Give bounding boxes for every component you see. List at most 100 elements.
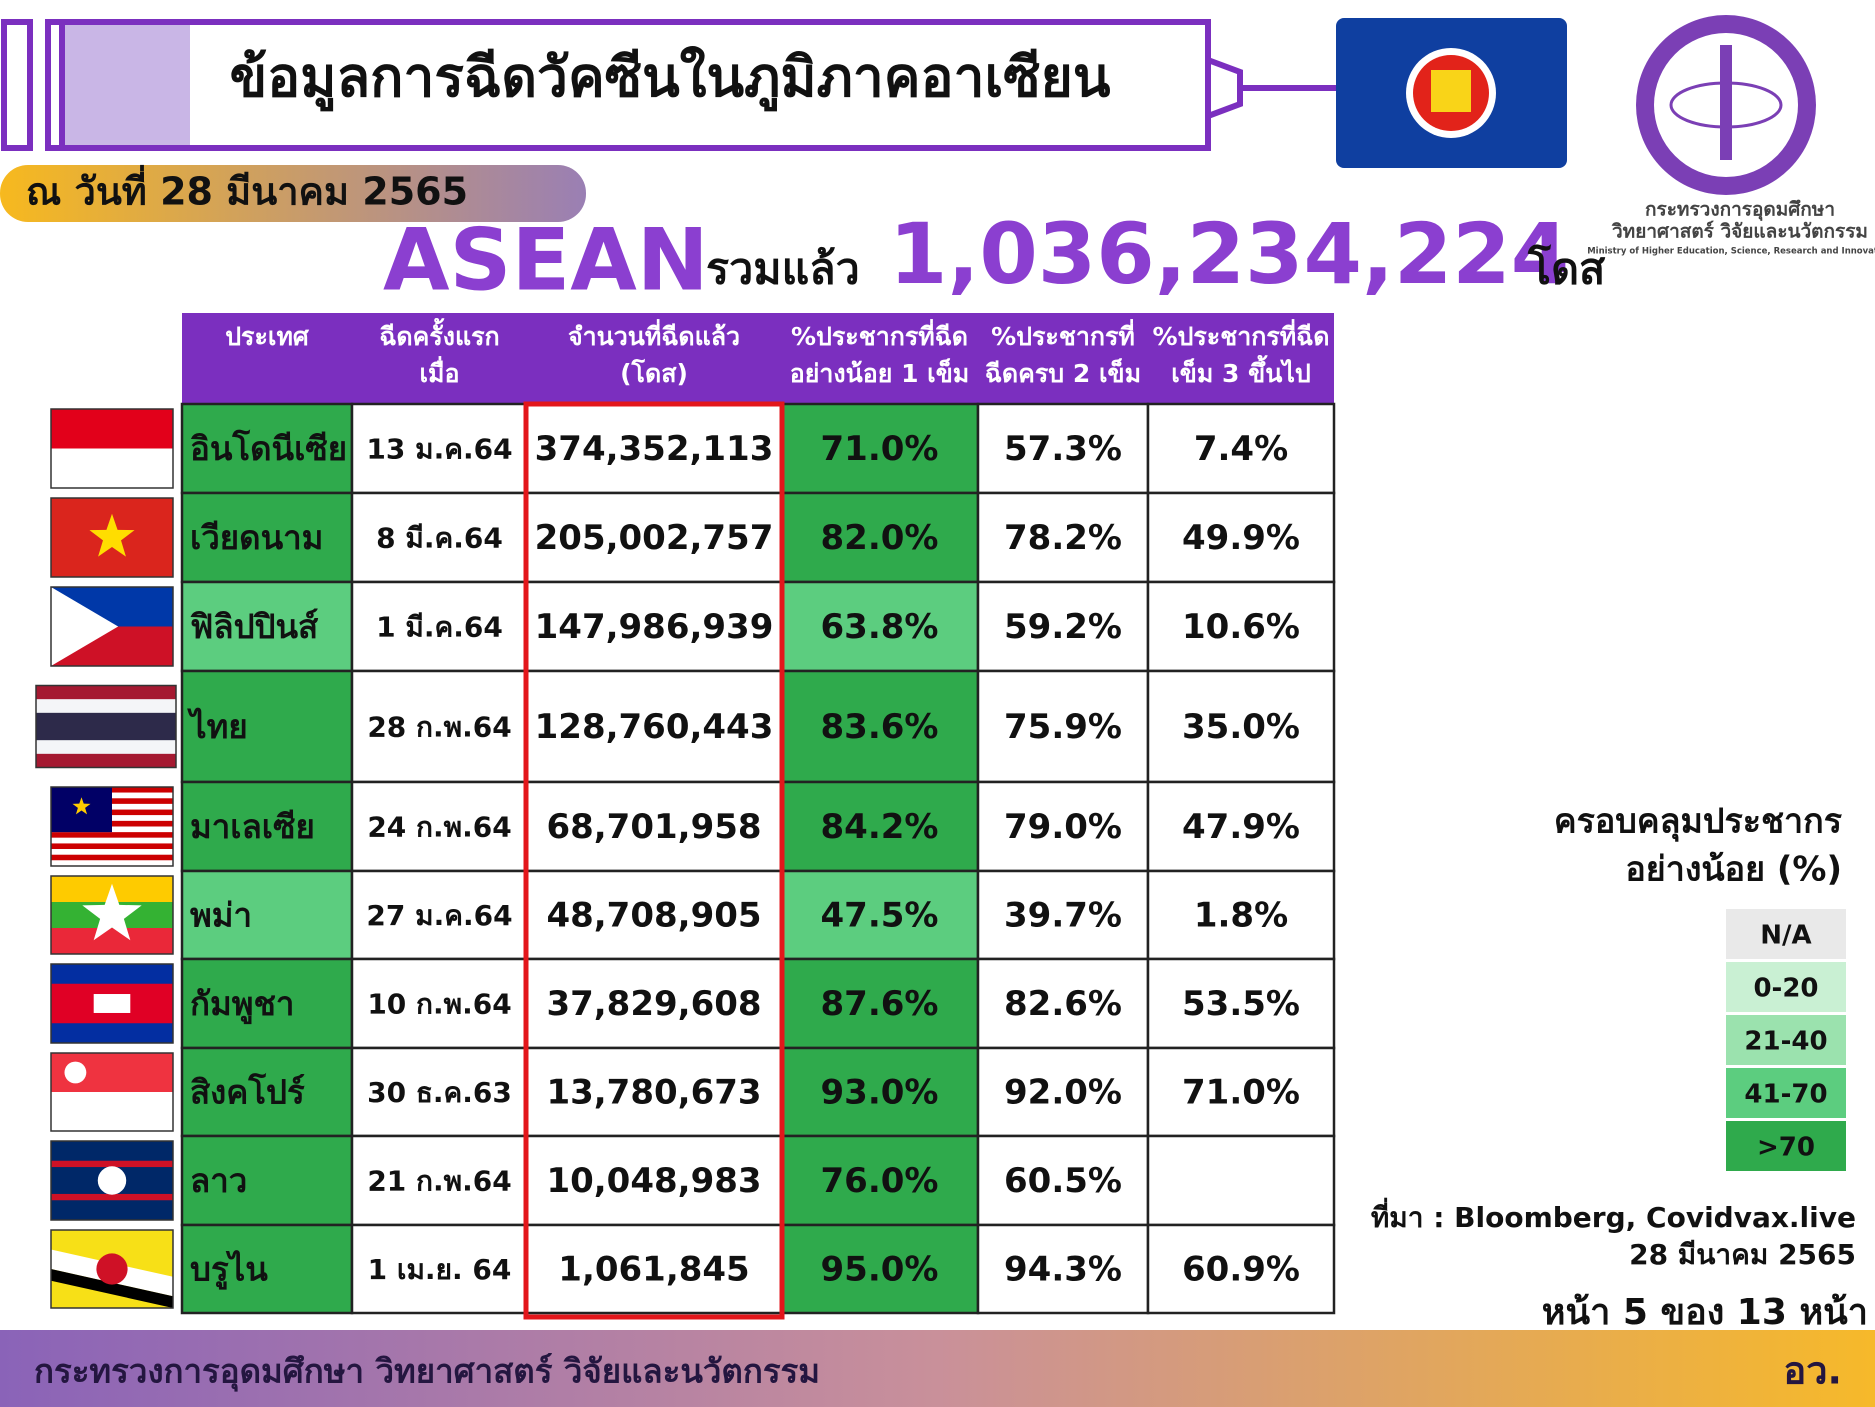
cell-value: 63.8%	[821, 607, 939, 647]
legend-title: อย่างน้อย (%)	[1625, 850, 1842, 890]
country: ไทย	[187, 707, 248, 746]
flag-border	[50, 786, 174, 867]
footer-logo: อว.	[1783, 1349, 1842, 1393]
cell-value: 83.6%	[821, 707, 939, 747]
flag-part	[89, 513, 135, 557]
cell-value: 79.0%	[1004, 807, 1122, 847]
cell-value: 60.9%	[1182, 1250, 1300, 1290]
cell-value: 24 ก.พ.64	[367, 811, 511, 844]
country: อินโดนีเซีย	[190, 429, 347, 468]
cell	[525, 1046, 783, 1138]
cell	[350, 580, 529, 673]
column-header: (โดส)	[620, 358, 688, 388]
flag-part	[51, 843, 173, 850]
flag-part	[51, 832, 173, 838]
country: ลาว	[190, 1161, 247, 1200]
legend-swatch	[1726, 1068, 1846, 1118]
country: พม่า	[190, 896, 252, 935]
flag-part	[51, 860, 173, 866]
cell-value: 92.0%	[1004, 1073, 1122, 1113]
cell-value: 76.0%	[821, 1161, 939, 1201]
cell	[350, 1223, 529, 1315]
cell	[976, 869, 1150, 961]
legend-swatch	[1726, 962, 1846, 1012]
flag-border	[50, 1052, 174, 1132]
flag-part	[64, 1061, 87, 1084]
ministry-name-en: Ministry of Higher Education, Science, R…	[1587, 247, 1875, 257]
flag-part	[82, 883, 142, 941]
legend-label: >70	[1757, 1133, 1815, 1163]
region: ASEAN	[383, 210, 709, 310]
cell-value: 21 ก.พ.64	[367, 1165, 511, 1198]
column-header: %ประชากรที่ฉีด	[1152, 319, 1329, 351]
ministry-name: กระทรวงการอุดมศึกษา	[1645, 199, 1835, 222]
legend-swatch	[1726, 909, 1846, 959]
cell-value: 1.8%	[1194, 896, 1288, 936]
cell	[1146, 1134, 1336, 1227]
cell	[1146, 957, 1336, 1050]
country: ฟิลิปปินส์	[190, 607, 319, 646]
column-header: ประเทศ	[225, 322, 310, 351]
flag-border	[50, 963, 174, 1044]
cell	[976, 669, 1150, 784]
cell-value: 205,002,757	[535, 518, 774, 558]
cell	[779, 869, 980, 961]
flag-border	[35, 684, 177, 769]
cell-value: 60.5%	[1004, 1161, 1122, 1201]
cell-value: 93.0%	[821, 1073, 939, 1113]
flags	[35, 408, 177, 1309]
country: เวียดนาม	[190, 518, 323, 557]
footer-bar	[0, 1330, 1875, 1407]
cell-value: 53.5%	[1182, 984, 1300, 1024]
cell-value: 37,829,608	[546, 984, 761, 1024]
cell	[525, 669, 783, 784]
column-header: ฉีดครั้งแรก	[379, 317, 499, 351]
cell-value: 30 ธ.ค.63	[367, 1076, 512, 1109]
cell	[350, 957, 529, 1050]
cell	[525, 1223, 783, 1315]
column-header: เข็ม 3 ขึ้นไป	[1171, 354, 1311, 388]
highlight-box	[523, 401, 785, 1320]
total-doses: 1,036,234,224	[889, 205, 1569, 303]
flag-part	[51, 1092, 173, 1131]
cell	[350, 869, 529, 961]
cell-value: 71.0%	[821, 429, 939, 469]
country: บรูไน	[190, 1250, 268, 1291]
cell-value: 71.0%	[1182, 1073, 1300, 1113]
cell	[180, 1046, 354, 1138]
country: กัมพูชา	[190, 984, 294, 1025]
asean-flag	[1336, 18, 1567, 168]
source-date: 28 มีนาคม 2565	[1629, 1238, 1856, 1271]
flag-part	[51, 837, 173, 844]
column-header: อย่างน้อย 1 เข็ม	[790, 358, 970, 388]
cell	[180, 1134, 354, 1227]
cell	[525, 491, 783, 584]
cell-value: 78.2%	[1004, 518, 1122, 558]
flag-border	[50, 586, 174, 667]
cell-value: 39.7%	[1004, 896, 1122, 936]
cell	[180, 1223, 354, 1315]
column-header: %ประชากรที่ฉีด	[791, 319, 968, 351]
cell	[1146, 669, 1336, 784]
footer-text: กระทรวงการอุดมศึกษา วิทยาศาสตร์ วิจัยและ…	[34, 1352, 820, 1393]
flag-part	[97, 1166, 127, 1195]
cell-value: 1 มี.ค.64	[376, 611, 503, 644]
flag-border	[50, 408, 174, 489]
date-pill	[0, 165, 586, 222]
cell-value: 28 ก.พ.64	[367, 711, 511, 744]
cell-value: 95.0%	[821, 1250, 939, 1290]
cell-value: 47.5%	[821, 896, 939, 936]
legend-swatch	[1726, 1015, 1846, 1065]
cell-value: 49.9%	[1182, 518, 1300, 558]
flag-part	[51, 448, 173, 488]
cell-value: 82.6%	[1004, 984, 1122, 1024]
cell-value: 35.0%	[1182, 707, 1300, 747]
cell-value: 147,986,939	[535, 607, 774, 647]
cell-value: 87.6%	[821, 984, 939, 1024]
page-number: หน้า 5 ของ 13 หน้า	[1542, 1292, 1868, 1333]
cell-value: 374,352,113	[535, 429, 774, 469]
cell-value: 75.9%	[1004, 707, 1122, 747]
